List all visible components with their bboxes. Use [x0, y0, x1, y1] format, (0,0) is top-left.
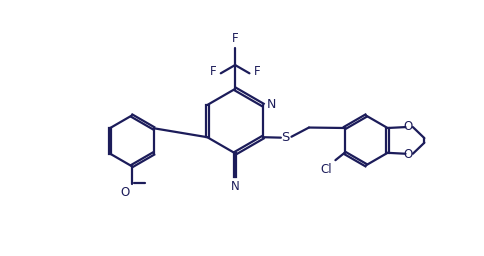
Text: O: O [121, 186, 130, 199]
Text: S: S [281, 131, 289, 144]
Text: Cl: Cl [320, 163, 332, 176]
Text: F: F [210, 66, 217, 78]
Text: N: N [267, 98, 276, 111]
Text: O: O [404, 148, 413, 161]
Text: F: F [254, 66, 260, 78]
Text: F: F [232, 32, 239, 45]
Text: N: N [231, 180, 240, 193]
Text: O: O [404, 120, 413, 133]
